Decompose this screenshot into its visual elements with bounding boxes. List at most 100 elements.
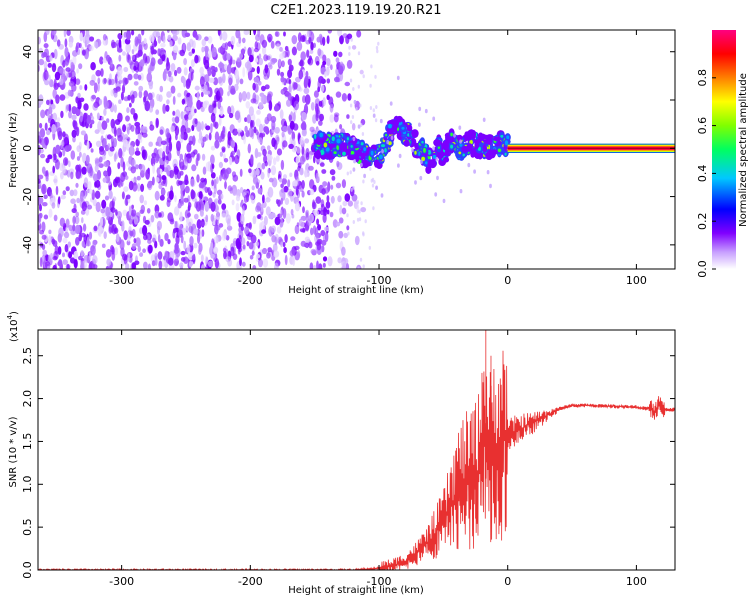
noise-blob (124, 77, 129, 85)
noise-blob (122, 253, 128, 261)
snr-scale-exp: 4 (6, 314, 14, 319)
noise-blob (351, 115, 355, 119)
colorbar-tick-label: 0.6 (696, 117, 709, 135)
noise-blob (221, 231, 227, 242)
noise-blob (114, 126, 117, 137)
noise-blob (290, 236, 296, 241)
noise-blob (94, 190, 101, 199)
noise-blob (292, 112, 296, 122)
noise-blob (244, 125, 248, 133)
noise-blob (204, 255, 209, 265)
noise-blob (305, 243, 309, 249)
noise-blob (171, 117, 176, 123)
noise-blob (227, 106, 232, 115)
noise-blob (55, 159, 60, 170)
noise-blob (166, 99, 170, 105)
noise-blob (285, 213, 291, 224)
noise-blob (226, 53, 231, 61)
noise-blob (174, 206, 180, 216)
noise-blob (276, 43, 281, 50)
noise-blob (338, 65, 344, 75)
noise-blob (236, 128, 243, 133)
noise-blob (258, 57, 264, 66)
noise-blob (353, 99, 357, 105)
noise-blob (64, 145, 71, 153)
noise-blob (122, 124, 127, 133)
noise-blob (281, 50, 286, 58)
noise-blob (198, 247, 202, 255)
noise-blob (333, 50, 338, 57)
noise-blob (123, 186, 129, 193)
noise-blob (414, 180, 417, 185)
noise-blob (340, 266, 346, 269)
noise-blob (344, 193, 351, 202)
noise-blob (352, 185, 355, 190)
noise-blob (294, 245, 300, 251)
noise-blob (165, 104, 170, 112)
noise-blob (155, 177, 160, 183)
noise-blob (432, 146, 435, 151)
noise-blob (143, 96, 147, 103)
noise-blob (183, 77, 186, 88)
noise-blob (64, 226, 68, 234)
noise-blob (39, 257, 43, 268)
noise-blob (75, 211, 79, 218)
noise-blob (473, 169, 476, 174)
noise-blob (42, 202, 48, 207)
noise-blob (126, 30, 131, 41)
noise-blob (76, 167, 81, 172)
noise-blob (210, 112, 216, 123)
noise-blob (92, 199, 97, 207)
noise-blob (197, 233, 201, 244)
noise-blob (68, 251, 73, 259)
noise-blob (315, 196, 322, 204)
noise-blob (341, 179, 346, 189)
noise-blob (347, 93, 352, 101)
noise-blob (201, 121, 204, 131)
noise-blob (48, 229, 52, 235)
noise-blob (55, 94, 60, 104)
noise-blob (217, 199, 222, 205)
noise-blob (418, 106, 422, 112)
noise-blob (389, 101, 393, 106)
noise-blob (386, 139, 390, 145)
signal-blob (493, 136, 501, 142)
noise-blob (106, 54, 111, 62)
noise-blob (148, 83, 153, 90)
noise-blob (242, 244, 246, 250)
noise-blob (291, 46, 297, 56)
noise-blob (133, 216, 138, 225)
noise-blob (360, 201, 363, 206)
noise-blob (186, 154, 192, 164)
noise-blob (337, 257, 343, 264)
noise-blob (52, 165, 56, 174)
noise-blob (374, 118, 378, 123)
noise-blob (308, 241, 313, 249)
noise-blob (133, 73, 139, 80)
noise-blob (250, 119, 253, 129)
signal-blob-core (458, 151, 462, 155)
noise-blob (357, 124, 361, 129)
noise-blob (274, 216, 281, 226)
noise-blob (121, 84, 126, 94)
noise-blob (283, 185, 289, 193)
noise-blob (240, 213, 245, 225)
y-tick-label: 1.0 (21, 476, 34, 494)
noise-blob (265, 206, 271, 216)
noise-blob (72, 224, 76, 232)
signal-blob (406, 124, 413, 132)
noise-blob (257, 137, 263, 144)
noise-blob (271, 119, 276, 131)
noise-blob (362, 231, 365, 236)
noise-blob (260, 204, 264, 213)
noise-blob (136, 175, 141, 181)
noise-blob (213, 77, 219, 86)
noise-blob (185, 106, 192, 112)
noise-blob (268, 213, 274, 220)
noise-blob (168, 75, 174, 83)
noise-blob (315, 60, 320, 66)
noise-blob (343, 232, 349, 239)
noise-blob (67, 69, 73, 78)
noise-blob (75, 78, 81, 85)
noise-blob (73, 258, 78, 269)
